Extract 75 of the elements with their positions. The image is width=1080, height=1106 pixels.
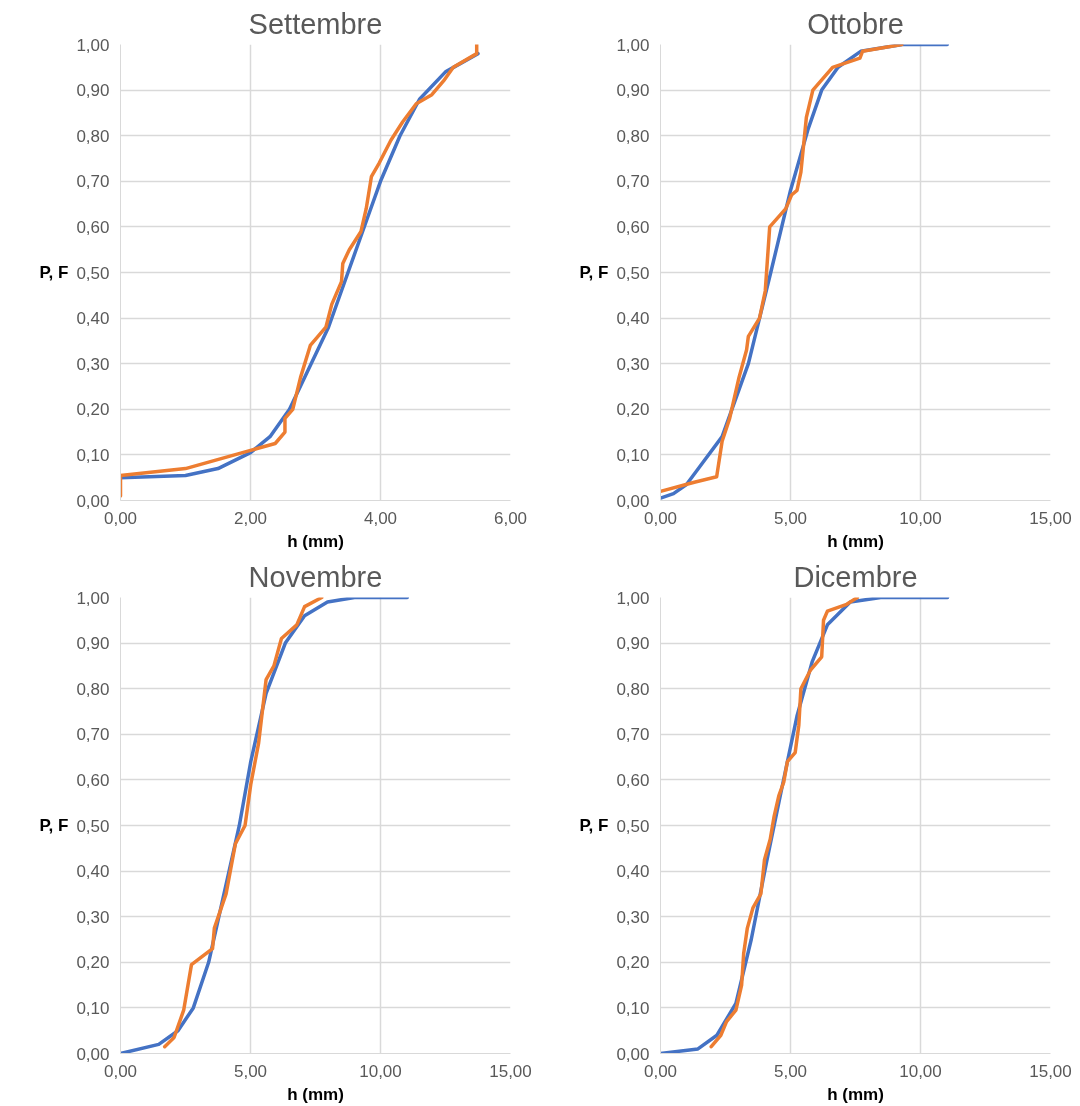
y-tick-label: 0,80 bbox=[616, 679, 650, 699]
x-tick-label: 0,00 bbox=[103, 1061, 138, 1081]
chart-title: Settembre bbox=[248, 7, 383, 40]
y-tick-label: 0,60 bbox=[76, 217, 110, 237]
line-series bbox=[660, 44, 904, 494]
x-tick-label: 0,00 bbox=[103, 508, 138, 528]
y-tick-label: 0,80 bbox=[616, 126, 650, 146]
y-tick-label: 0,40 bbox=[616, 309, 650, 329]
y-tick-label: 0,30 bbox=[76, 907, 110, 927]
y-tick-label: 0,40 bbox=[616, 862, 650, 882]
y-tick-label: 0,90 bbox=[76, 634, 110, 654]
x-tick-label: 6,00 bbox=[493, 508, 528, 528]
y-tick-label: 0,10 bbox=[616, 445, 650, 465]
x-axis-title: h (mm) bbox=[827, 1084, 884, 1104]
chart-title: Dicembre bbox=[793, 560, 918, 593]
y-tick-label: 0,30 bbox=[76, 354, 110, 374]
x-tick-label: 10,00 bbox=[899, 508, 942, 528]
y-tick-label: 0,70 bbox=[616, 725, 650, 745]
x-tick-label: 5,00 bbox=[773, 1061, 808, 1081]
y-tick-label: 0,90 bbox=[616, 81, 650, 101]
x-tick-label: 10,00 bbox=[899, 1061, 942, 1081]
y-tick-label: 0,90 bbox=[616, 634, 650, 654]
y-tick-label: 0,80 bbox=[76, 679, 110, 699]
x-axis-title: h (mm) bbox=[287, 531, 344, 551]
y-tick-label: 0,40 bbox=[76, 309, 110, 329]
y-tick-label: 1,00 bbox=[76, 588, 110, 608]
y-tick-label: 0,60 bbox=[616, 770, 650, 790]
chart-title: Novembre bbox=[248, 560, 383, 593]
y-tick-label: 0,50 bbox=[76, 263, 110, 283]
x-axis-title: h (mm) bbox=[287, 1084, 344, 1104]
y-tick-label: 1,00 bbox=[76, 35, 110, 55]
x-tick-label: 15,00 bbox=[1029, 1061, 1072, 1081]
y-tick-label: 0,70 bbox=[616, 172, 650, 192]
y-tick-label: 0,00 bbox=[616, 1044, 650, 1064]
x-tick-label: 15,00 bbox=[1029, 508, 1072, 528]
y-tick-label: 0,20 bbox=[76, 400, 110, 420]
y-tick-label: 0,10 bbox=[76, 445, 110, 465]
y-tick-label: 0,40 bbox=[76, 862, 110, 882]
x-tick-label: 5,00 bbox=[773, 508, 808, 528]
y-tick-label: 0,70 bbox=[76, 725, 110, 745]
y-axis-title: P, F bbox=[579, 816, 609, 835]
line-series bbox=[709, 597, 860, 1049]
y-tick-label: 0,20 bbox=[616, 953, 650, 973]
y-tick-label: 0,50 bbox=[616, 263, 650, 283]
chart-title: Ottobre bbox=[807, 7, 904, 40]
y-tick-label: 0,70 bbox=[76, 172, 110, 192]
y-tick-label: 0,20 bbox=[616, 400, 650, 420]
line-series bbox=[162, 597, 324, 1049]
x-axis-title: h (mm) bbox=[827, 531, 884, 551]
y-tick-label: 0,30 bbox=[616, 354, 650, 374]
x-tick-label: 15,00 bbox=[489, 1061, 532, 1081]
y-axis-title: P, F bbox=[579, 263, 609, 282]
y-tick-label: 0,60 bbox=[616, 217, 650, 237]
y-tick-label: 0,20 bbox=[76, 953, 110, 973]
x-tick-label: 0,00 bbox=[643, 508, 678, 528]
y-tick-label: 0,60 bbox=[76, 770, 110, 790]
y-tick-label: 0,00 bbox=[616, 491, 650, 511]
y-tick-label: 0,00 bbox=[76, 491, 110, 511]
x-tick-label: 4,00 bbox=[363, 508, 398, 528]
x-tick-label: 10,00 bbox=[359, 1061, 402, 1081]
y-axis-title: P, F bbox=[39, 816, 69, 835]
y-tick-label: 0,80 bbox=[76, 126, 110, 146]
x-tick-label: 2,00 bbox=[233, 508, 268, 528]
y-tick-label: 1,00 bbox=[616, 35, 650, 55]
y-tick-label: 0,00 bbox=[76, 1044, 110, 1064]
y-tick-label: 0,90 bbox=[76, 81, 110, 101]
y-tick-label: 0,10 bbox=[76, 998, 110, 1018]
y-tick-label: 0,10 bbox=[616, 998, 650, 1018]
x-tick-label: 5,00 bbox=[233, 1061, 268, 1081]
y-tick-label: 0,50 bbox=[76, 816, 110, 836]
x-tick-label: 0,00 bbox=[643, 1061, 678, 1081]
y-tick-label: 1,00 bbox=[616, 588, 650, 608]
y-tick-label: 0,50 bbox=[616, 816, 650, 836]
y-tick-label: 0,30 bbox=[616, 907, 650, 927]
y-axis-title: P, F bbox=[39, 263, 69, 282]
